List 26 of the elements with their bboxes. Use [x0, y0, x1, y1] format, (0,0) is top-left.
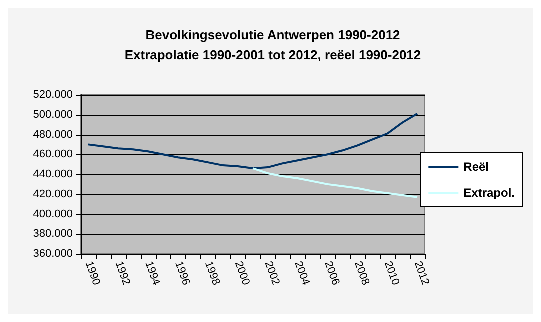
y-tick-label: 480.000 — [33, 128, 73, 141]
x-tick-label: 2008 — [352, 260, 372, 288]
legend-label: Extrapol. — [464, 186, 516, 200]
y-tick-label: 400.000 — [33, 208, 73, 220]
x-tick-label: 2002 — [262, 260, 282, 288]
x-tick-label: 2006 — [322, 260, 342, 288]
x-tick-label: 1992 — [112, 260, 132, 288]
x-tick-label: 2012 — [412, 260, 432, 288]
x-tick-label: 1994 — [142, 260, 162, 288]
y-tick-label: 380.000 — [33, 228, 73, 240]
line-series — [87, 112, 419, 170]
y-tick-label: 360.000 — [33, 248, 73, 260]
y-tick-label: 420.000 — [33, 188, 73, 200]
x-tick-label: 2000 — [232, 260, 252, 288]
x-tick-label: 1990 — [82, 260, 102, 288]
y-tick-label: 500.000 — [33, 108, 73, 121]
line-series — [252, 168, 419, 198]
y-tick-label: 520.000 — [33, 89, 73, 101]
x-tick-label: 1998 — [202, 260, 222, 288]
x-tick-label: 2004 — [292, 260, 312, 288]
chart-title: Bevolkingsevolutie Antwerpen 1990-2012 Extrapolatie 1990-2001 tot 2012, reëel 1990-2012 — [124, 28, 422, 62]
y-tick-label: 440.000 — [33, 168, 73, 180]
legend-label: Reël — [464, 160, 490, 174]
y-tick-label: 460.000 — [33, 148, 73, 161]
x-tick-label: 1996 — [172, 260, 192, 288]
x-tick-label: 2010 — [382, 260, 402, 288]
